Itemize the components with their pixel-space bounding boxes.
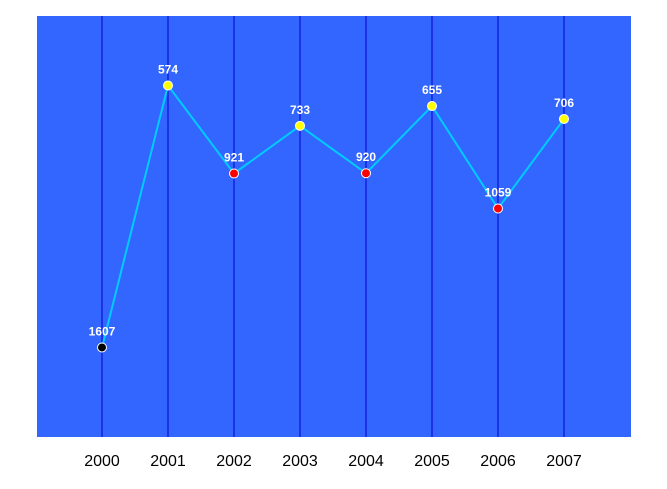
data-point-2000 [97, 342, 107, 353]
x-tick-label: 2002 [216, 453, 252, 470]
data-label-2003: 733 [290, 103, 310, 117]
x-tick-label: 2007 [546, 453, 582, 470]
x-axis-tick-labels: 2000 2001 2002 2003 2004 2005 2006 2007 [84, 453, 582, 470]
x-tick-label: 2003 [282, 453, 318, 470]
data-label-2005: 655 [422, 83, 442, 97]
data-label-2006: 1059 [485, 185, 512, 199]
x-tick-label: 2000 [84, 453, 120, 470]
data-point-2006 [493, 203, 503, 214]
data-point-2005 [427, 101, 437, 112]
data-point-2003 [295, 120, 305, 131]
data-label-2007: 706 [554, 96, 574, 110]
data-point-2001 [163, 80, 173, 91]
data-label-2004: 920 [356, 150, 376, 164]
data-point-2007 [559, 113, 569, 124]
data-label-2002: 921 [224, 150, 244, 164]
x-tick-label: 2006 [480, 453, 516, 470]
x-tick-label: 2001 [150, 453, 186, 470]
series-line [101, 83, 565, 348]
data-point-2004 [361, 168, 371, 179]
x-tick-label: 2005 [414, 453, 450, 470]
data-label-2000: 1607 [89, 324, 116, 338]
data-point-2002 [229, 168, 239, 179]
plot-area [37, 16, 631, 437]
x-tick-label: 2004 [348, 453, 384, 470]
markers [97, 80, 569, 353]
data-labels: 1607 574 921 733 920 655 1059 706 [89, 62, 575, 338]
data-label-2001: 574 [158, 62, 178, 76]
